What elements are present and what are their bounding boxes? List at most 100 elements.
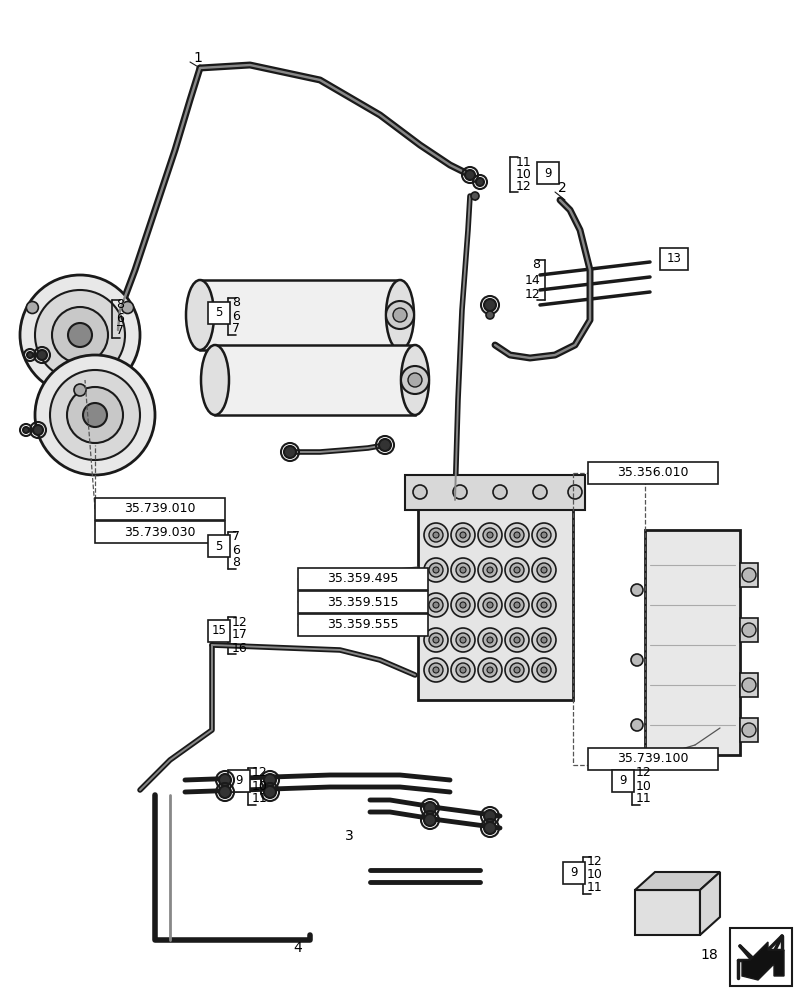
Circle shape xyxy=(536,528,551,542)
Bar xyxy=(739,718,757,742)
Circle shape xyxy=(531,523,556,547)
Bar xyxy=(95,498,225,520)
Circle shape xyxy=(487,567,492,573)
Circle shape xyxy=(630,584,642,596)
Text: 12: 12 xyxy=(635,766,651,780)
Circle shape xyxy=(432,667,439,673)
Circle shape xyxy=(432,637,439,643)
Circle shape xyxy=(492,485,506,499)
Circle shape xyxy=(423,814,436,826)
Text: 12: 12 xyxy=(251,766,268,780)
Circle shape xyxy=(483,810,496,822)
Text: 9: 9 xyxy=(543,167,551,180)
Text: 10: 10 xyxy=(515,168,531,181)
Circle shape xyxy=(453,485,466,499)
Text: 18: 18 xyxy=(699,948,717,962)
Circle shape xyxy=(450,523,474,547)
Text: 8: 8 xyxy=(232,556,240,570)
Circle shape xyxy=(456,563,470,577)
Circle shape xyxy=(504,628,528,652)
Circle shape xyxy=(401,366,428,394)
Circle shape xyxy=(478,523,501,547)
Text: 10: 10 xyxy=(635,780,651,792)
Circle shape xyxy=(486,311,493,319)
Circle shape xyxy=(470,192,478,200)
Text: 35.356.010: 35.356.010 xyxy=(616,466,688,480)
Text: 15: 15 xyxy=(212,624,226,638)
Circle shape xyxy=(536,598,551,612)
Circle shape xyxy=(68,323,92,347)
Circle shape xyxy=(513,532,519,538)
Bar xyxy=(739,563,757,587)
Circle shape xyxy=(509,633,523,647)
Circle shape xyxy=(478,593,501,617)
Circle shape xyxy=(515,486,530,500)
Text: 7: 7 xyxy=(232,530,240,544)
Circle shape xyxy=(536,563,551,577)
Circle shape xyxy=(504,523,528,547)
Circle shape xyxy=(513,667,519,673)
Ellipse shape xyxy=(401,345,428,415)
Text: 5: 5 xyxy=(215,540,222,552)
Text: 11: 11 xyxy=(515,156,531,169)
Circle shape xyxy=(423,558,448,582)
Bar xyxy=(536,162,558,184)
Circle shape xyxy=(428,663,443,677)
Bar xyxy=(200,280,400,350)
Circle shape xyxy=(264,786,276,798)
Text: 9: 9 xyxy=(619,774,626,788)
Circle shape xyxy=(432,567,439,573)
Circle shape xyxy=(509,563,523,577)
Text: 5: 5 xyxy=(215,306,222,320)
Circle shape xyxy=(551,486,564,500)
Circle shape xyxy=(741,568,755,582)
Circle shape xyxy=(37,350,47,360)
Circle shape xyxy=(630,654,642,666)
Text: 8: 8 xyxy=(531,258,539,271)
Circle shape xyxy=(284,446,296,458)
Bar xyxy=(587,748,717,770)
Circle shape xyxy=(460,567,466,573)
Bar xyxy=(729,928,791,986)
Circle shape xyxy=(26,302,38,314)
Circle shape xyxy=(20,275,139,395)
Bar xyxy=(208,620,230,642)
Circle shape xyxy=(532,485,547,499)
Text: 12: 12 xyxy=(586,855,602,868)
Bar xyxy=(228,770,250,792)
Circle shape xyxy=(35,355,155,475)
Text: 6: 6 xyxy=(116,312,124,324)
Text: 10: 10 xyxy=(251,780,268,792)
Circle shape xyxy=(483,598,496,612)
Circle shape xyxy=(478,658,501,682)
Text: 2: 2 xyxy=(557,181,566,195)
Circle shape xyxy=(487,667,492,673)
Circle shape xyxy=(513,567,519,573)
Bar xyxy=(405,475,584,510)
Circle shape xyxy=(540,667,547,673)
Text: 3: 3 xyxy=(345,829,354,843)
Circle shape xyxy=(432,602,439,608)
Circle shape xyxy=(568,485,581,499)
Ellipse shape xyxy=(201,345,229,415)
Circle shape xyxy=(504,558,528,582)
Circle shape xyxy=(509,598,523,612)
Circle shape xyxy=(478,558,501,582)
Bar xyxy=(208,535,230,557)
Bar xyxy=(659,248,687,270)
Circle shape xyxy=(35,290,125,380)
Circle shape xyxy=(531,628,556,652)
Bar xyxy=(514,480,530,506)
Circle shape xyxy=(475,178,483,186)
Circle shape xyxy=(379,439,391,451)
Circle shape xyxy=(50,370,139,460)
Circle shape xyxy=(509,528,523,542)
Bar xyxy=(644,530,739,755)
Bar xyxy=(418,505,573,700)
Circle shape xyxy=(122,302,134,314)
Circle shape xyxy=(536,633,551,647)
Text: 17: 17 xyxy=(232,628,247,642)
Circle shape xyxy=(483,299,496,311)
Circle shape xyxy=(741,678,755,692)
Bar xyxy=(298,614,427,636)
